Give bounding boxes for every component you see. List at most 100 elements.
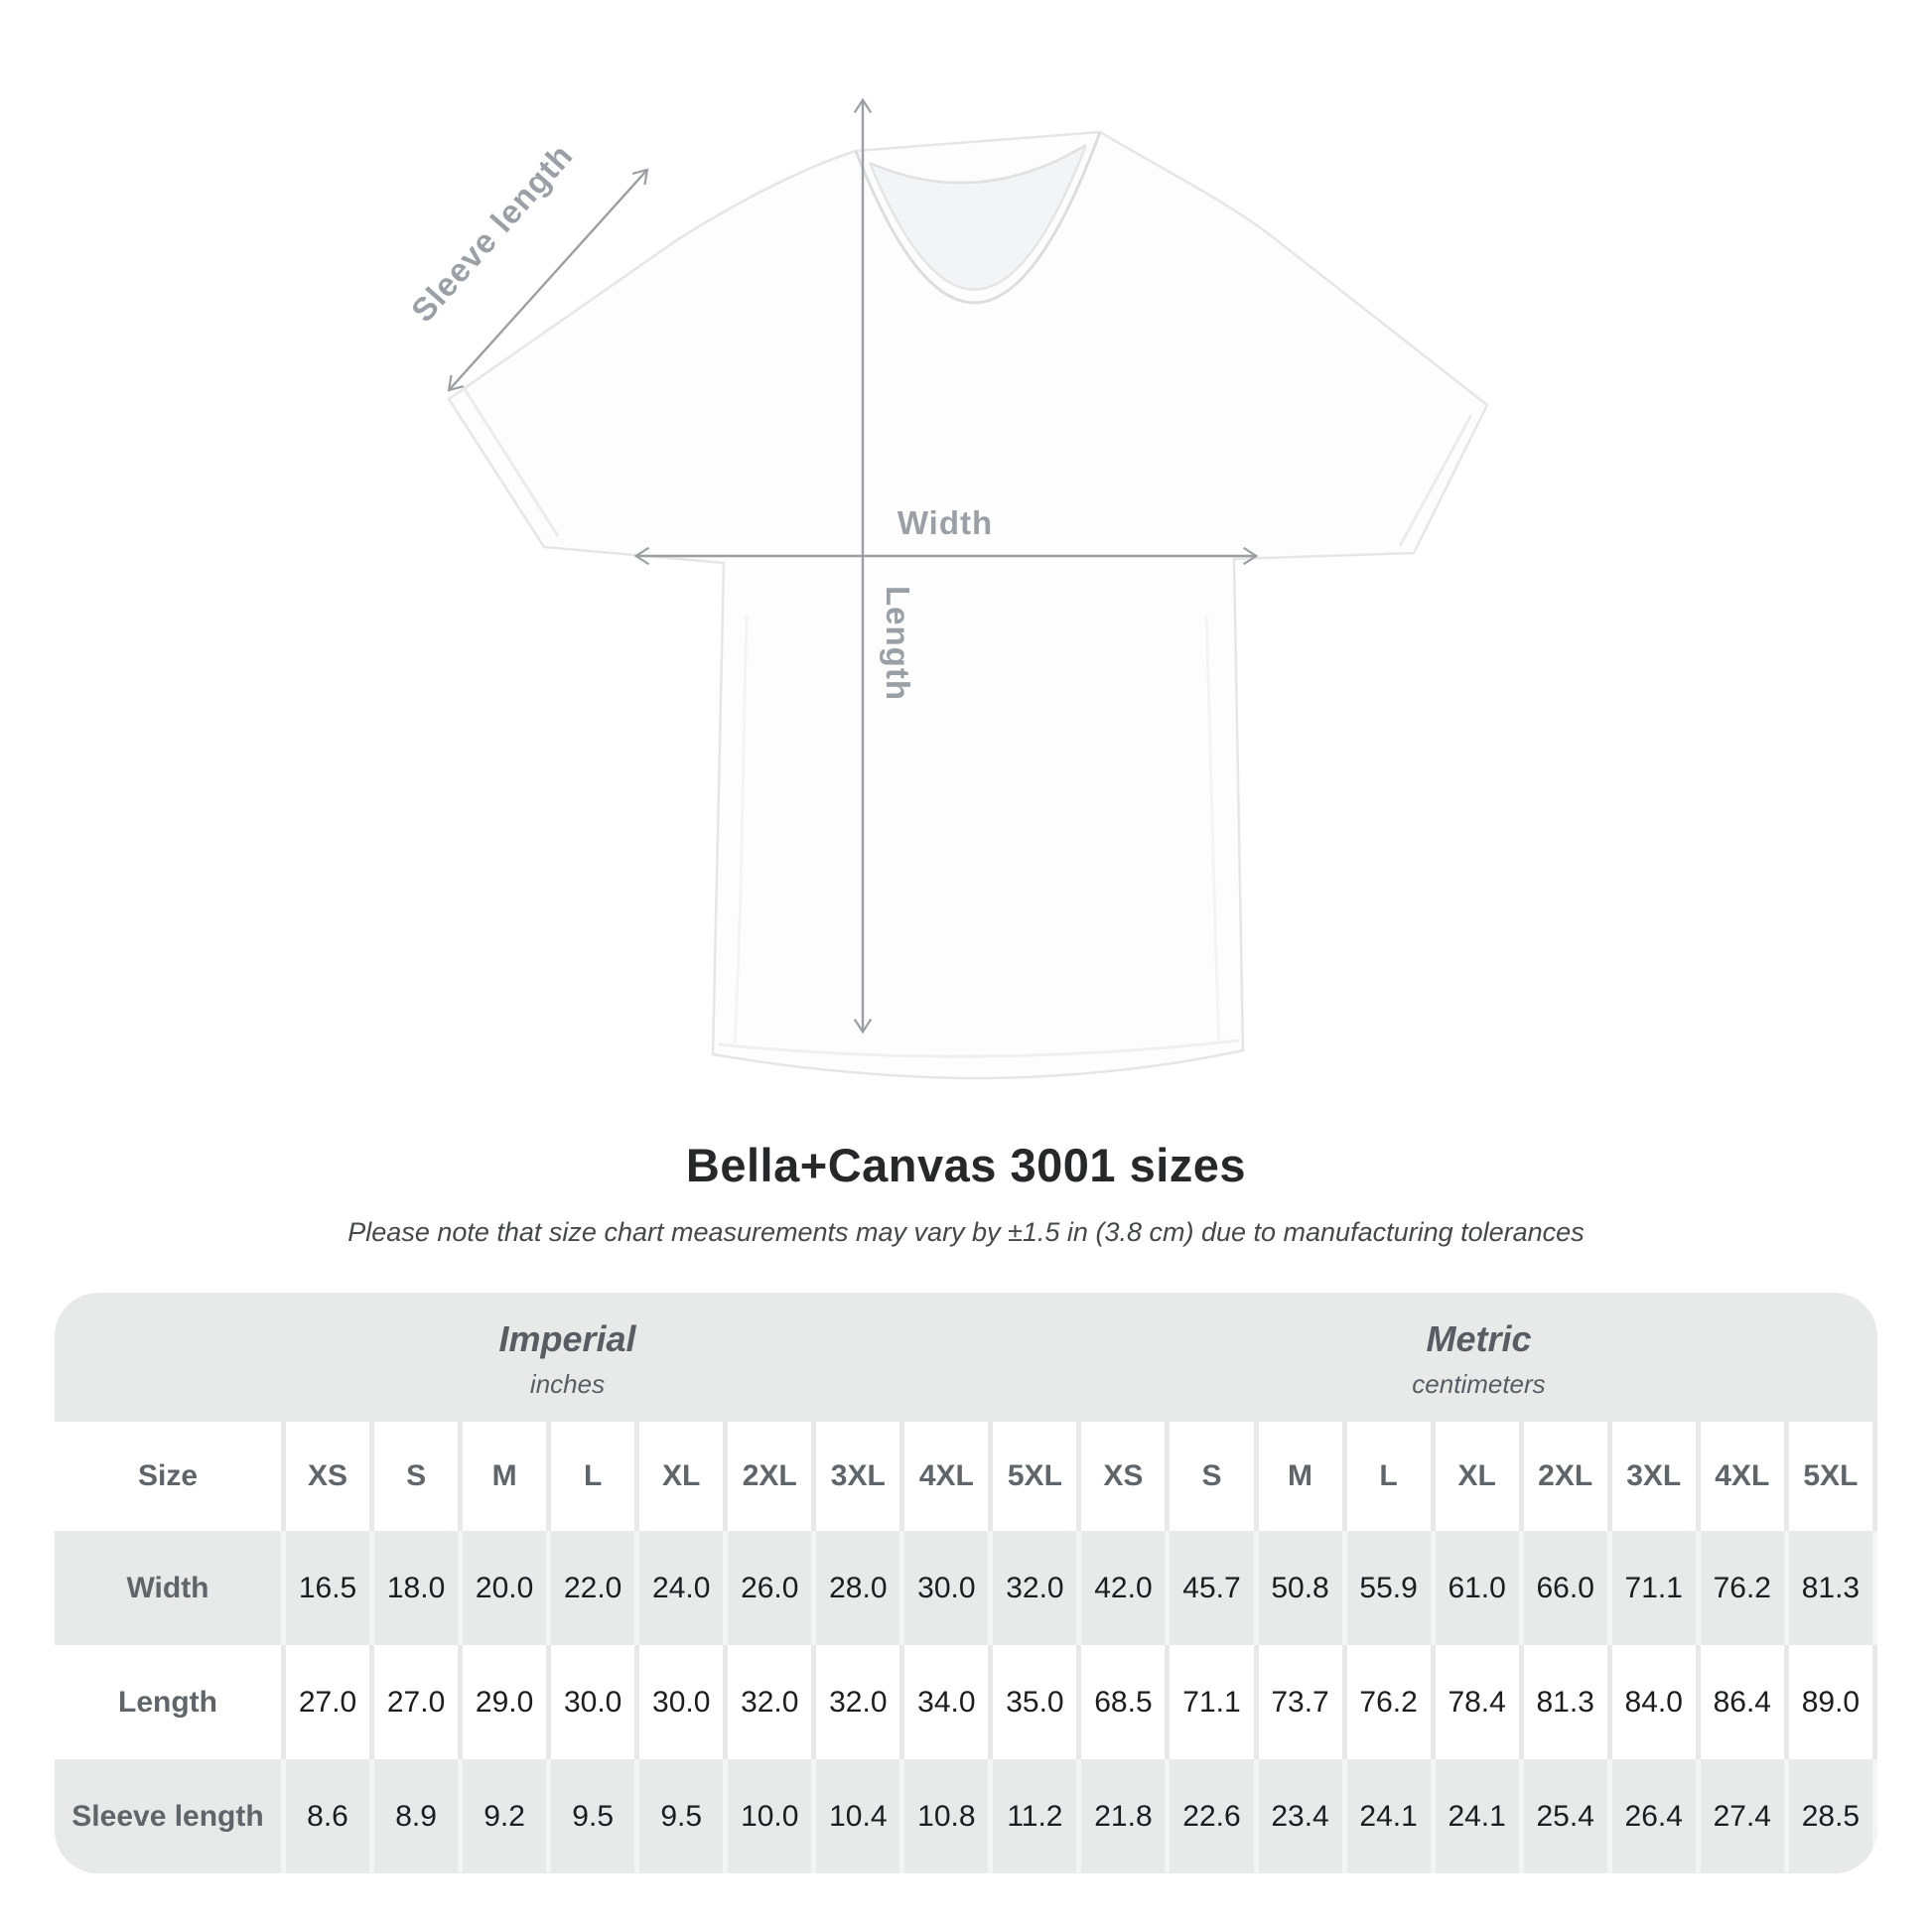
column-header: XL: [1435, 1422, 1524, 1531]
metric-group-header: Metric centimeters: [1080, 1293, 1877, 1422]
table-cell: 9.5: [551, 1759, 640, 1873]
table-cell: 84.0: [1611, 1645, 1701, 1759]
column-header: S: [1170, 1422, 1259, 1531]
table-cell: 22.6: [1170, 1759, 1259, 1873]
table-cell: 50.8: [1258, 1531, 1347, 1645]
table-cell: 81.3: [1788, 1531, 1877, 1645]
table-cell: 61.0: [1435, 1531, 1524, 1645]
table-cell: 10.8: [904, 1759, 994, 1873]
table-cell: 24.0: [639, 1531, 729, 1645]
table-cell: 42.0: [1081, 1531, 1171, 1645]
collar-opening: [870, 145, 1086, 290]
table-cell: 23.4: [1258, 1759, 1347, 1873]
table-cell: 35.0: [993, 1645, 1082, 1759]
imperial-group-header: Imperial inches: [55, 1293, 1080, 1422]
table-cell: 18.0: [374, 1531, 464, 1645]
page-subtitle: Please note that size chart measurements…: [347, 1217, 1585, 1247]
column-header: 5XL: [993, 1422, 1082, 1531]
table-cell: 89.0: [1788, 1645, 1877, 1759]
table-cell: 10.0: [728, 1759, 817, 1873]
size-table: Imperial inches Metric centimeters Size …: [55, 1293, 1877, 1873]
table-cell: 22.0: [551, 1531, 640, 1645]
collar-outer: [854, 131, 1102, 305]
table-header-row: Size XS S M L XL 2XL 3XL 4XL 5XL XS S M …: [55, 1422, 1877, 1531]
row-label: Sleeve length: [55, 1759, 286, 1873]
column-header: 3XL: [816, 1422, 905, 1531]
page-title: Bella+Canvas 3001 sizes: [685, 1139, 1247, 1191]
column-header: L: [551, 1422, 640, 1531]
table-cell: 32.0: [728, 1645, 817, 1759]
table-cell: 71.1: [1170, 1645, 1259, 1759]
table-cell: 26.0: [728, 1531, 817, 1645]
collar-inner: [868, 144, 1088, 291]
tshirt-shape: [447, 130, 1489, 1080]
imperial-unit-label: inches: [529, 1369, 606, 1399]
table-cell: 27.0: [374, 1645, 464, 1759]
table-cell: 10.4: [816, 1759, 905, 1873]
table-cell: 28.0: [816, 1531, 905, 1645]
row-label: Length: [55, 1645, 286, 1759]
table-cell: 55.9: [1346, 1531, 1436, 1645]
table-cell: 9.2: [463, 1759, 552, 1873]
table-cell: 78.4: [1435, 1645, 1524, 1759]
unit-group-headers: Imperial inches Metric centimeters: [55, 1293, 1877, 1422]
table-cell: 21.8: [1081, 1759, 1171, 1873]
table-cell: 8.9: [374, 1759, 464, 1873]
table-cell: 8.6: [286, 1759, 375, 1873]
metric-unit-label: centimeters: [1412, 1369, 1546, 1399]
table-row: Sleeve length 8.6 8.9 9.2 9.5 9.5 10.0 1…: [55, 1759, 1877, 1873]
table-row: Width 16.5 18.0 20.0 22.0 24.0 26.0 28.0…: [55, 1531, 1877, 1645]
table-cell: 32.0: [993, 1531, 1082, 1645]
measurements-table: Size XS S M L XL 2XL 3XL 4XL 5XL XS S M …: [55, 1422, 1877, 1873]
column-header: 2XL: [1523, 1422, 1612, 1531]
table-cell: 68.5: [1081, 1645, 1171, 1759]
table-row: Length 27.0 27.0 29.0 30.0 30.0 32.0 32.…: [55, 1645, 1877, 1759]
sleeve-length-label: Sleeve length: [404, 137, 580, 330]
table-cell: 34.0: [904, 1645, 994, 1759]
table-cell: 29.0: [463, 1645, 552, 1759]
table-cell: 9.5: [639, 1759, 729, 1873]
table-cell: 24.1: [1435, 1759, 1524, 1873]
tshirt-diagram: Width Length Sleeve length: [404, 97, 1489, 1080]
table-cell: 30.0: [551, 1645, 640, 1759]
column-header: 4XL: [904, 1422, 994, 1531]
row-label: Width: [55, 1531, 286, 1645]
table-cell: 20.0: [463, 1531, 552, 1645]
table-cell: 24.1: [1346, 1759, 1436, 1873]
table-cell: 27.0: [286, 1645, 375, 1759]
width-label: Width: [897, 504, 993, 541]
column-header: M: [463, 1422, 552, 1531]
measurement-arrows: [447, 97, 1259, 1035]
column-header: XL: [639, 1422, 729, 1531]
table-cell: 30.0: [639, 1645, 729, 1759]
column-header: XS: [1081, 1422, 1171, 1531]
metric-label: Metric: [1426, 1318, 1532, 1359]
table-cell: 76.2: [1700, 1531, 1789, 1645]
table-cell: 30.0: [904, 1531, 994, 1645]
column-header: 3XL: [1611, 1422, 1701, 1531]
column-header: L: [1346, 1422, 1436, 1531]
column-header: XS: [286, 1422, 375, 1531]
column-header: 4XL: [1700, 1422, 1789, 1531]
table-cell: 71.1: [1611, 1531, 1701, 1645]
table-cell: 28.5: [1788, 1759, 1877, 1873]
column-header: 2XL: [728, 1422, 817, 1531]
table-cell: 86.4: [1700, 1645, 1789, 1759]
column-header: M: [1258, 1422, 1347, 1531]
sleeve-length-arrow: [447, 168, 649, 392]
corner-header: Size: [55, 1422, 286, 1531]
length-label: Length: [880, 586, 916, 701]
table-cell: 32.0: [816, 1645, 905, 1759]
table-cell: 45.7: [1170, 1531, 1259, 1645]
table-cell: 26.4: [1611, 1759, 1701, 1873]
column-header: S: [374, 1422, 464, 1531]
table-cell: 73.7: [1258, 1645, 1347, 1759]
table-cell: 81.3: [1523, 1645, 1612, 1759]
table-cell: 25.4: [1523, 1759, 1612, 1873]
table-cell: 16.5: [286, 1531, 375, 1645]
table-cell: 66.0: [1523, 1531, 1612, 1645]
table-cell: 11.2: [993, 1759, 1082, 1873]
table-cell: 76.2: [1346, 1645, 1436, 1759]
imperial-label: Imperial: [498, 1318, 636, 1359]
